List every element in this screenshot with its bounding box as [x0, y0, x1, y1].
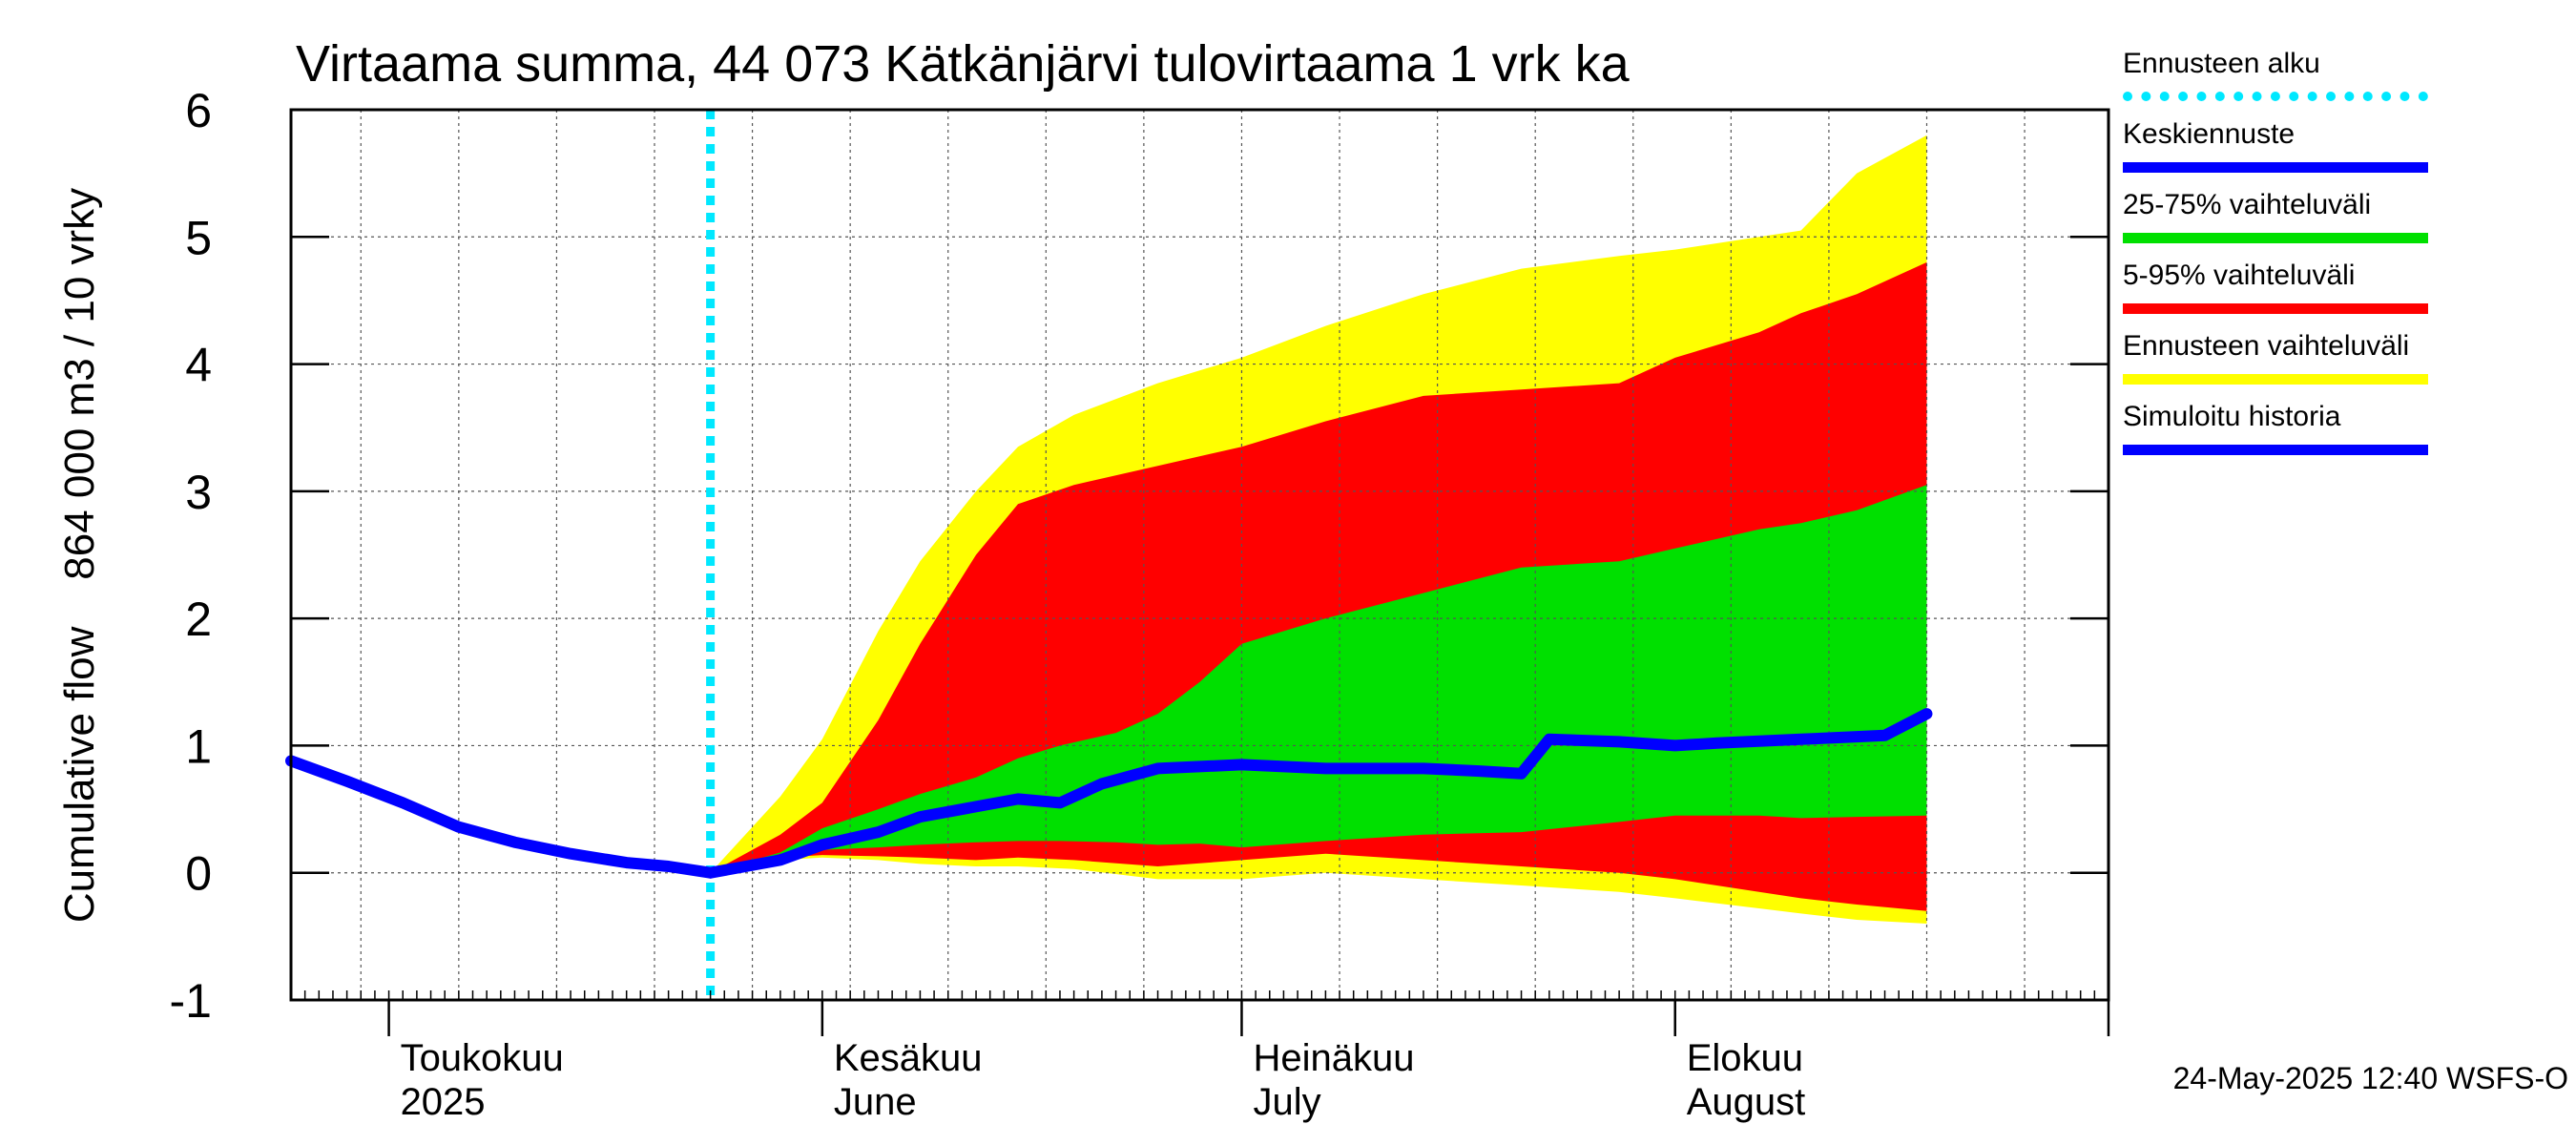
y-tick-label: 2: [185, 593, 212, 646]
legend-label: Keskiennuste: [2123, 118, 2296, 150]
month-label: Elokuu: [1687, 1037, 1803, 1079]
forecast-bands: [710, 135, 1927, 924]
y-tick-label: 3: [185, 466, 212, 519]
chart-title: Virtaama summa, 44 073 Kätkänjärvi tulov…: [296, 35, 1631, 93]
history-line: [285, 755, 717, 879]
month-sublabel: August: [1687, 1081, 1806, 1123]
legend-swatch: [2123, 92, 2428, 101]
month-sublabel: July: [1253, 1081, 1320, 1123]
month-sublabel: 2025: [401, 1081, 486, 1123]
series-lines: [285, 110, 1933, 1000]
month-label: Heinäkuu: [1253, 1037, 1414, 1079]
legend-item: 5-95% vaihteluväli: [2123, 260, 2438, 330]
median-line: [704, 708, 1933, 879]
month-label: Kesäkuu: [834, 1037, 983, 1079]
legend-swatch: [2123, 445, 2428, 455]
grid-lines: [291, 110, 2109, 1000]
legend-item: 25-75% vaihteluväli: [2123, 189, 2438, 260]
legend-label: Ennusteen vaihteluväli: [2123, 330, 2410, 362]
legend-item: Ennusteen alku: [2123, 48, 2438, 118]
legend-item: Ennusteen vaihteluväli: [2123, 330, 2438, 401]
legend-label: Ennusteen alku: [2123, 48, 2320, 79]
month-sublabel: June: [834, 1081, 917, 1123]
legend-label: 25-75% vaihteluväli: [2123, 189, 2372, 220]
legend-swatch: [2123, 374, 2428, 385]
timestamp-label: 24-May-2025 12:40 WSFS-O: [2172, 1061, 2568, 1095]
legend-swatch: [2123, 233, 2428, 243]
legend-label: Simuloitu historia: [2123, 401, 2341, 432]
y-tick-label: -1: [170, 974, 212, 1028]
y-tick-label: 1: [185, 719, 212, 773]
month-label: Toukokuu: [401, 1037, 564, 1079]
legend-label: 5-95% vaihteluväli: [2123, 260, 2356, 291]
band-25-75: [710, 485, 1927, 873]
legend-item: Keskiennuste: [2123, 118, 2438, 189]
y-tick-label: 5: [185, 211, 212, 264]
axes: [289, 108, 2110, 1036]
y-axis-label: Cumulative flow 864 000 m3 / 10 vrky: [56, 188, 103, 923]
legend-item: Simuloitu historia: [2123, 401, 2438, 471]
legend-swatch: [2123, 162, 2428, 173]
y-tick-label: 6: [185, 84, 212, 137]
legend-swatch: [2123, 303, 2428, 314]
legend: Ennusteen alku Keskiennuste 25-75% vaihtel…: [2123, 48, 2438, 471]
y-tick-label: 0: [185, 847, 212, 901]
y-tick-label: 4: [185, 339, 212, 392]
